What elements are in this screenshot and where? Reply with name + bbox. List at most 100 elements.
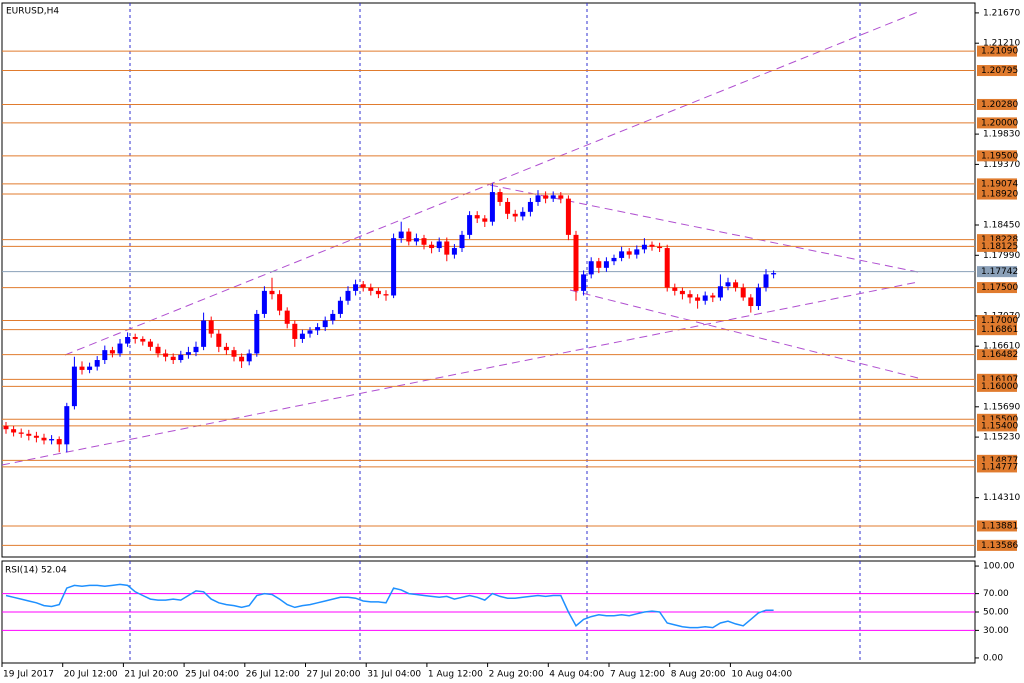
x-tick-label: 21 Jul 20:00 [124,670,178,680]
candle-body [216,333,222,347]
y-tick-label: 1.16610 [983,342,1020,352]
candle-body [345,290,351,301]
level-label-box [977,349,1017,361]
candle-body [71,366,77,407]
candle-body [170,356,176,361]
candle-body [284,310,290,324]
level-label-box [977,98,1017,110]
candle-body [467,215,473,235]
candle-body [201,320,207,347]
level-label: 1.16107 [981,375,1018,385]
level-label-box [977,520,1017,532]
level-label-box [977,315,1017,327]
candle-body [626,251,632,255]
candle-body [125,336,131,344]
y-tick-label: 1.15690 [983,402,1020,412]
candle-body [18,432,24,434]
y-tick-label: 1.21670 [983,8,1020,18]
candle-body [565,198,571,235]
rsi-line [5,583,774,629]
candle-body [315,327,321,331]
candle-body [641,244,647,250]
candle-body [79,366,85,370]
candle-body [87,366,93,370]
candle-body [307,330,313,334]
candle-body [482,218,488,222]
current-price-box [977,266,1017,278]
candle-body [368,287,374,291]
candle-body [398,231,404,239]
y-tick-label: 1.18450 [983,221,1020,231]
candle-body [771,273,777,275]
candle-body [702,295,708,301]
candle-body [261,290,267,314]
level-label: 1.18228 [981,235,1018,245]
level-label-box [977,45,1017,57]
candle-body [360,284,366,288]
candle-body [26,433,32,436]
candle-body [505,201,511,214]
x-tick-label: 25 Jul 04:00 [185,670,239,680]
candle-body [649,244,655,247]
x-tick-label: 10 Aug 04:00 [731,670,792,680]
candle-body [109,350,115,354]
candle-body [588,261,594,275]
level-label: 1.18125 [981,242,1018,252]
level-label-box [977,420,1017,432]
candles [3,183,777,453]
candle-body [755,287,761,307]
x-tick-label: 1 Aug 12:00 [428,670,483,680]
x-tick-label: 19 Jul 2017 [3,670,54,680]
y-tick-label: 1.19370 [983,160,1020,170]
level-label-box [977,413,1017,425]
candle-body [163,353,169,357]
level-label-box [977,380,1017,392]
candle-body [147,341,153,347]
candle-body [740,287,746,298]
x-tick-label: 4 Aug 04:00 [549,670,604,680]
level-label: 1.15400 [981,421,1018,431]
candle-body [603,261,609,268]
candle-body [459,234,465,249]
level-label: 1.18920 [981,190,1018,200]
level-label-box [977,188,1017,200]
candle-body [185,352,191,355]
candle-body [657,246,663,249]
level-label: 1.20000 [981,118,1018,128]
candle-body [94,360,100,367]
candle-body [406,231,412,242]
x-tick-label: 27 Jul 20:00 [307,670,361,680]
level-label-box [977,324,1017,336]
level-label: 1.16861 [981,325,1018,335]
candle-body [208,320,214,334]
level-label: 1.21090 [981,47,1018,57]
level-label: 1.17500 [981,283,1018,293]
level-label-box [977,65,1017,77]
candle-body [132,336,138,339]
candle-body [383,294,389,296]
candle-body [223,346,229,351]
candle-body [679,290,685,295]
candle-body [155,346,161,354]
price-panel [1,2,976,558]
candle-body [550,195,556,199]
levels [2,50,975,546]
candle-body [535,195,541,202]
period-separators [129,3,861,663]
candle-body [664,248,670,288]
candle-body [573,234,579,291]
y-tick-label: 1.21210 [983,39,1020,49]
rsi-tick-label: 50.00 [983,608,1009,618]
level-label: 1.16000 [981,382,1018,392]
y-tick-label: 1.15230 [983,433,1020,443]
candle-body [581,274,587,291]
candle-body [292,323,298,339]
rsi-tick-label: 70.00 [983,589,1009,599]
level-label: 1.20795 [981,66,1018,76]
candle-body [497,192,503,202]
level-label: 1.13586 [981,541,1018,551]
candle-body [277,294,283,311]
candle-body [763,274,769,288]
candle-body [429,244,435,249]
candle-body [3,425,9,430]
